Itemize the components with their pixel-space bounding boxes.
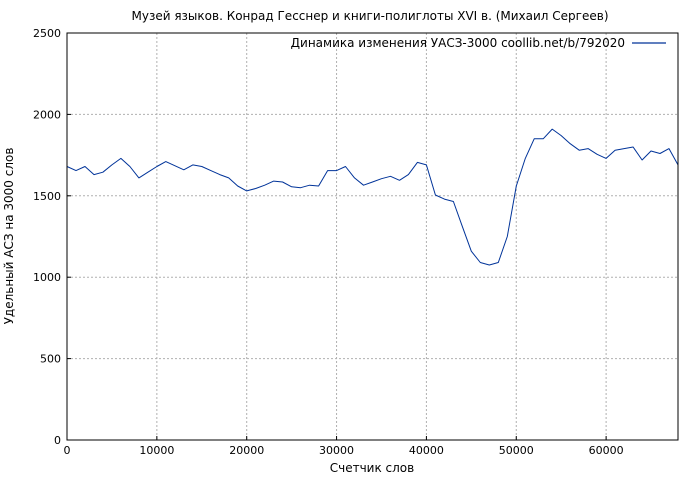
grid — [67, 33, 678, 440]
x-tick-label: 60000 — [589, 444, 624, 457]
y-tick-label: 1000 — [33, 271, 61, 284]
x-tick-label: 20000 — [229, 444, 264, 457]
x-axis: 0 10000 20000 30000 40000 50000 60000 — [64, 436, 624, 457]
y-tick-label: 0 — [54, 434, 61, 447]
y-tick-label: 500 — [40, 353, 61, 366]
plot-frame — [66, 32, 679, 441]
x-tick-label: 0 — [64, 444, 71, 457]
series-line — [66, 128, 679, 266]
y-tick-label: 1500 — [33, 190, 61, 203]
y-tick-label: 2000 — [33, 108, 61, 121]
y-axis: 0 500 1000 1500 2000 2500 — [33, 27, 71, 447]
chart-title: Музей языков. Конрад Гесснер и книги-пол… — [132, 9, 609, 23]
y-tick-label: 2500 — [33, 27, 61, 40]
legend-label: Динамика изменения УАСЗ-3000 coollib.net… — [291, 36, 625, 50]
x-tick-label: 40000 — [409, 444, 444, 457]
legend: Динамика изменения УАСЗ-3000 coollib.net… — [291, 36, 666, 50]
plot-area — [67, 33, 678, 440]
x-tick-label: 30000 — [319, 444, 354, 457]
x-tick-label: 50000 — [499, 444, 534, 457]
x-tick-label: 10000 — [139, 444, 174, 457]
x-axis-label: Счетчик слов — [330, 461, 414, 475]
series-group — [66, 128, 679, 266]
y-axis-label: Удельный АСЗ на 3000 слов — [2, 148, 16, 325]
